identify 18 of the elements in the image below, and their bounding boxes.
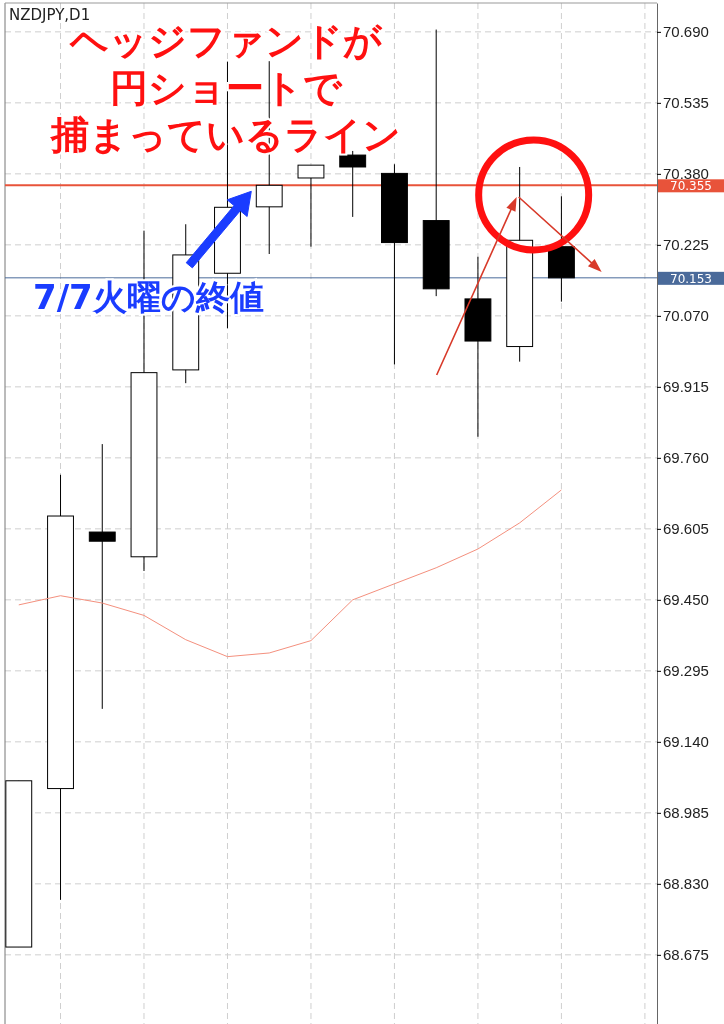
y-tick-label: 70.535 [663,94,709,112]
y-tick-label: 69.760 [663,449,709,467]
ref-line-label: 70.355 [670,179,712,194]
y-tick-label: 69.295 [663,662,709,680]
y-tick-label: 70.690 [663,23,709,41]
y-tick-label: 68.985 [663,804,709,822]
annotation: 円ショートで [110,66,343,110]
y-tick-label: 68.675 [663,946,709,964]
y-tick-label: 68.830 [663,875,709,893]
line-series [18,489,562,658]
ref-line-label: 70.153 [670,271,712,286]
y-tick-label: 70.225 [663,236,709,254]
y-tick-label: 70.070 [663,307,709,325]
y-tick-label: 69.605 [663,520,709,538]
y-tick-label: 69.140 [663,733,709,751]
candlestick [88,443,116,710]
y-tick-label: 69.915 [663,378,709,396]
y-tick-label: 69.450 [663,591,709,609]
